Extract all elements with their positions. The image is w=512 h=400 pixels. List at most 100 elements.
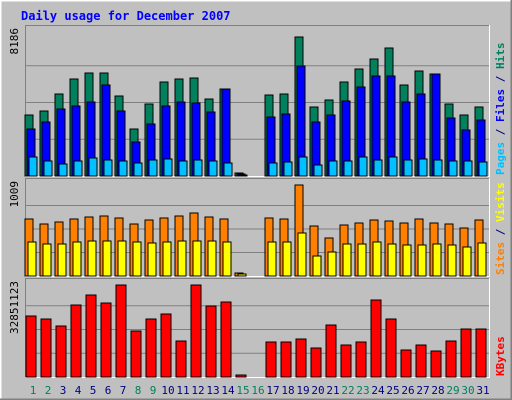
bar-kbytes xyxy=(445,340,457,378)
bar-sites xyxy=(177,240,187,277)
bar-sites xyxy=(237,273,247,277)
legend-entry: KBytes xyxy=(494,336,507,376)
day-label: 10 xyxy=(161,384,174,397)
bar-sites xyxy=(282,241,292,277)
bar-pages xyxy=(403,159,413,177)
day-label: 8 xyxy=(135,384,142,397)
bar-sites xyxy=(147,242,157,277)
bar-kbytes xyxy=(145,318,157,378)
bar-kbytes xyxy=(475,328,487,378)
bar-kbytes xyxy=(160,313,172,378)
legend-entry: Hits xyxy=(494,43,507,70)
legend-kbytes: KBytes xyxy=(494,336,507,376)
legend-hits-files-pages: Pages / Files / Hits xyxy=(494,43,507,176)
day-label: 23 xyxy=(356,384,369,397)
day-label: 19 xyxy=(296,384,309,397)
bar-pages xyxy=(208,160,218,177)
bar-sites xyxy=(72,241,82,277)
bar-pages xyxy=(103,159,113,177)
bar-sites xyxy=(402,244,412,277)
bar-kbytes xyxy=(310,347,322,378)
chart-title: Daily usage for December 2007 xyxy=(21,9,231,23)
bar-kbytes xyxy=(280,341,292,378)
bar-pages xyxy=(73,160,83,177)
bar-kbytes xyxy=(430,350,442,378)
bar-pages xyxy=(328,160,338,177)
chart-panels: 8186 Pages / Files / Hits 1009 Sites / Visi… xyxy=(8,25,507,378)
bar-sites xyxy=(417,244,427,277)
bar-pages xyxy=(283,161,293,177)
bar-pages xyxy=(193,159,203,177)
day-label: 30 xyxy=(461,384,474,397)
bar-pages xyxy=(148,159,158,177)
legend-entry: / xyxy=(494,122,507,142)
bar-kbytes xyxy=(400,349,412,378)
ymax-label-kbytes: 32851123 xyxy=(8,281,21,334)
legend-entry: Visits xyxy=(494,182,507,222)
bar-sites xyxy=(207,240,217,277)
bar-pages xyxy=(373,159,383,177)
bar-kbytes xyxy=(25,315,37,378)
bar-kbytes xyxy=(70,304,82,378)
day-label: 5 xyxy=(90,384,97,397)
bar-pages xyxy=(418,158,428,177)
legend-entry: Sites xyxy=(494,242,507,275)
bar-pages xyxy=(358,156,368,177)
panel-kbytes: 32851123 KBytes xyxy=(8,278,507,378)
bar-kbytes xyxy=(460,328,472,378)
bar-sites xyxy=(267,241,277,277)
bar-sites xyxy=(42,243,52,277)
bar-pages xyxy=(388,156,398,177)
day-label: 18 xyxy=(281,384,294,397)
legend-entry: / xyxy=(494,222,507,242)
bar-kbytes xyxy=(355,341,367,378)
bar-kbytes xyxy=(340,344,352,378)
ymax-label-visits-sites: 1009 xyxy=(8,181,21,208)
bar-sites xyxy=(432,243,442,277)
series-pages xyxy=(28,156,488,177)
bar-pages xyxy=(238,174,248,177)
bar-sites xyxy=(447,244,457,277)
bar-sites xyxy=(132,241,142,277)
day-label: 28 xyxy=(431,384,444,397)
day-label: 27 xyxy=(416,384,429,397)
bar-sites xyxy=(312,255,322,277)
bar-pages xyxy=(133,162,143,177)
bar-sites xyxy=(87,240,97,277)
bar-pages xyxy=(58,163,68,177)
day-label: 21 xyxy=(326,384,339,397)
day-label: 17 xyxy=(266,384,279,397)
bar-kbytes xyxy=(100,302,112,378)
bar-sites xyxy=(477,242,487,277)
series-kbytes xyxy=(25,284,487,378)
bar-kbytes xyxy=(235,374,247,378)
bar-kbytes xyxy=(190,284,202,378)
bar-kbytes xyxy=(205,305,217,378)
legend-entry: Files xyxy=(494,89,507,122)
bar-pages xyxy=(463,160,473,177)
bar-pages xyxy=(268,162,278,177)
bar-kbytes xyxy=(325,324,337,378)
bar-kbytes xyxy=(385,318,397,378)
bar-kbytes xyxy=(130,330,142,378)
day-label: 20 xyxy=(311,384,324,397)
bar-pages xyxy=(313,164,323,177)
day-label: 11 xyxy=(176,384,189,397)
bar-sites xyxy=(387,243,397,277)
bar-pages xyxy=(178,160,188,177)
bar-kbytes xyxy=(295,338,307,378)
bar-sites xyxy=(27,241,37,277)
day-label: 6 xyxy=(105,384,112,397)
bar-pages xyxy=(28,156,38,177)
bar-pages xyxy=(88,157,98,177)
day-label: 15 xyxy=(236,384,249,397)
ymax-label-hits-files-pages: 8186 xyxy=(8,28,21,55)
series-sites xyxy=(27,232,487,277)
bar-kbytes xyxy=(85,294,97,378)
bar-kbytes xyxy=(370,299,382,378)
bar-kbytes xyxy=(115,284,127,378)
bar-pages xyxy=(433,159,443,177)
day-label: 9 xyxy=(150,384,157,397)
bar-sites xyxy=(102,240,112,277)
day-label: 12 xyxy=(191,384,204,397)
